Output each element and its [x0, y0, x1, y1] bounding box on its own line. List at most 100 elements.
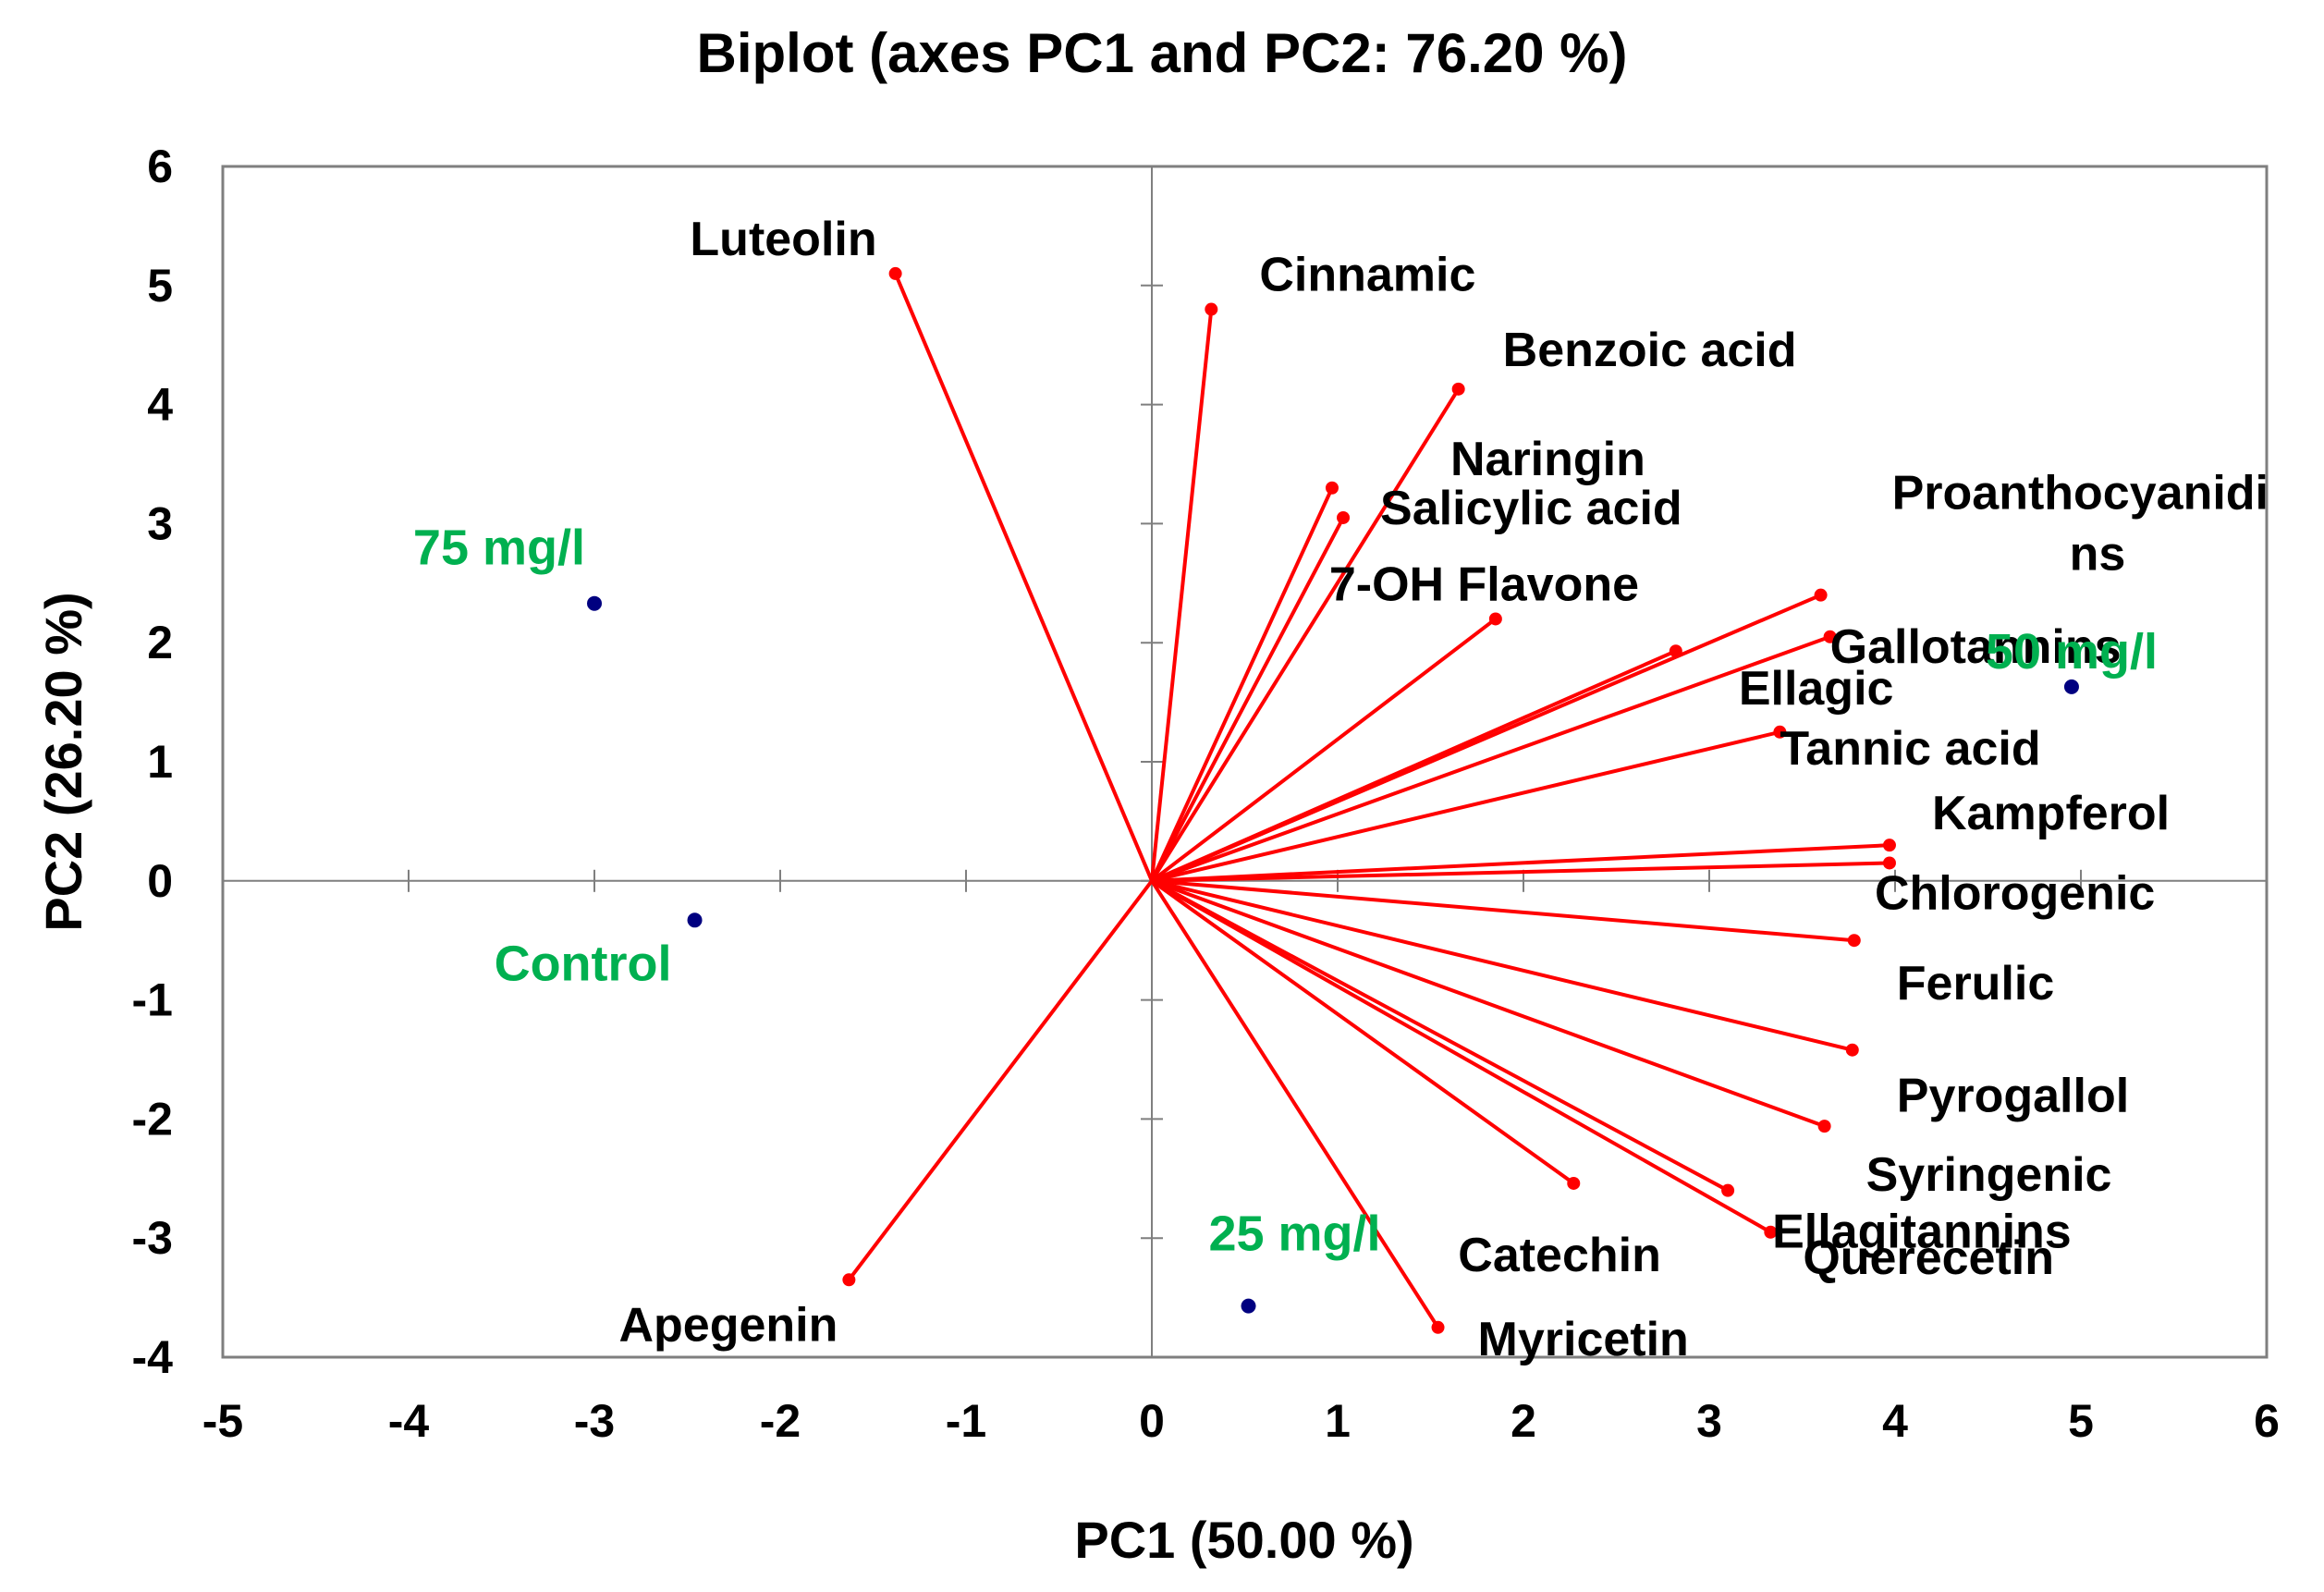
plot-area [221, 165, 2269, 1359]
y-tick-label: 4 [147, 379, 173, 431]
vector-ellagitannins [1151, 879, 1730, 1193]
x-tick-label: -3 [574, 1395, 615, 1447]
x-tick-label: -1 [946, 1395, 986, 1447]
point-labels: Luteolin Cinnamic Benzoic acid NaringinSali… [413, 213, 2269, 1366]
observation-label-control: Control [495, 936, 672, 991]
vector-tip-ferulic [1847, 934, 1861, 948]
vector-catechin [1150, 879, 1575, 1185]
observation-label-50-mg-l: 50 mg/l [1986, 624, 2158, 680]
vector-gallotannins [1151, 634, 1831, 883]
label-ellagic: Ellagic [1739, 662, 1894, 716]
x-tick-label: 3 [1696, 1395, 1722, 1447]
vector-tip-pyrogallol [1845, 1043, 1859, 1057]
x-tick-label: 2 [1511, 1395, 1536, 1447]
y-tick-label: 3 [147, 497, 173, 549]
x-tick-label: 4 [1882, 1395, 1908, 1447]
vector-tip-gallotannins [1823, 630, 1837, 643]
y-axis-ticks: -4 -3 -2 -1 0 1 2 3 4 5 6 [132, 141, 1163, 1383]
y-tick-label: -3 [132, 1212, 173, 1264]
label-pyrogallol: Pyrogallol [1897, 1070, 2129, 1123]
vector-naringin [1150, 486, 1334, 882]
label-kampferol: Kampferol [1932, 787, 2170, 840]
vector-7-oh-flavone [1150, 617, 1498, 883]
y-tick-label: 5 [147, 260, 173, 312]
label-querecetin: Querecetin [1803, 1231, 2054, 1285]
vector-tannic-acid [1151, 729, 1780, 883]
vector-kampferol [1151, 843, 1890, 883]
label-ferulic: Ferulic [1897, 957, 2055, 1010]
vector-tip-chlorogenic [1882, 856, 1896, 870]
label-salicylic-acid: Salicylic acid [1380, 482, 1682, 535]
variable-vectors [842, 266, 1896, 1334]
observation-points [587, 595, 2079, 1314]
label-tannic-acid: Tannic acid [1780, 722, 2040, 776]
vector-ellagic [1151, 649, 1677, 883]
vector-syringenic [1151, 878, 1826, 1129]
label-proanthocyanidins: Proanthocyanidi ns [1892, 467, 2269, 582]
vector-tip-proanthocyanidins [1814, 588, 1828, 602]
vector-tip-querecetin [1764, 1225, 1778, 1239]
observation-point-75-mg-l [587, 595, 602, 611]
vector-querecetin [1151, 879, 1772, 1234]
vector-pyrogallol [1151, 878, 1853, 1052]
vector-tip-ellagic [1669, 644, 1682, 658]
y-tick-label: 1 [147, 736, 173, 788]
x-tick-label: 0 [1139, 1395, 1165, 1447]
vector-tip-7-oh-flavone [1488, 612, 1502, 626]
chart-title: Biplot (axes PC1 and PC2: 76.20 %) [697, 22, 1628, 84]
vector-tip-ellagitannins [1721, 1183, 1735, 1197]
x-tick-label: 5 [2068, 1395, 2094, 1447]
y-axis-title: PC2 (26.20 %) [34, 592, 92, 931]
vector-tip-myricetin [1431, 1320, 1445, 1334]
x-tick-label: 6 [2254, 1395, 2280, 1447]
vector-tip-luteolin [888, 266, 902, 280]
label-apegenin: Apegenin [618, 1298, 838, 1352]
label-ellagitannins: Ellagitannins [1772, 1206, 2072, 1259]
y-tick-label: 6 [147, 141, 173, 192]
vector-apegenin [847, 879, 1154, 1281]
vector-chlorogenic [1151, 861, 1890, 883]
observation-label-25-mg-l: 25 mg/l [1208, 1206, 1380, 1262]
y-tick-label: -1 [132, 974, 173, 1026]
observation-label-75-mg-l: 75 mg/l [413, 520, 585, 576]
x-tick-label: -4 [388, 1395, 430, 1447]
x-tick-label: -2 [760, 1395, 801, 1447]
y-tick-label: 0 [147, 855, 173, 907]
label-benzoic-acid: Benzoic acid [1503, 324, 1797, 377]
label-proanthocyanidins-line: ns [2070, 528, 2126, 582]
label-catechin: Catechin [1458, 1229, 1661, 1282]
x-tick-label: 1 [1325, 1395, 1351, 1447]
vector-tip-kampferol [1882, 839, 1896, 852]
vector-tip-salicylic-acid [1337, 510, 1351, 524]
vector-tip-syringenic [1817, 1120, 1831, 1133]
y-tick-label: -4 [132, 1331, 174, 1383]
label-syringenic: Syringenic [1866, 1148, 2112, 1202]
vector-ferulic [1151, 878, 1854, 943]
x-tick-label: -5 [202, 1395, 243, 1447]
label-7-oh-flavone: 7-OH Flavone [1329, 557, 1639, 611]
label-myricetin: Myricetin [1478, 1313, 1689, 1366]
x-axis-ticks: -5 -4 -3 -2 -1 0 1 2 3 4 5 6 [202, 869, 2280, 1447]
label-chlorogenic: Chlorogenic [1875, 866, 2155, 920]
y-tick-label: -2 [132, 1093, 173, 1145]
vector-tip-benzoic-acid [1451, 382, 1465, 396]
vector-luteolin [893, 273, 1154, 882]
x-axis-title: PC1 (50.00 %) [1074, 1511, 1413, 1569]
observation-point-50-mg-l [2063, 679, 2079, 694]
y-tick-label: 2 [147, 617, 173, 668]
label-luteolin: Luteolin [690, 213, 876, 266]
vector-tip-tannic-acid [1773, 725, 1787, 739]
observation-point-control [687, 912, 703, 928]
vector-cinnamic [1150, 309, 1214, 882]
observation-point-25-mg-l [1241, 1298, 1256, 1314]
vector-tip-cinnamic [1205, 302, 1218, 316]
vector-benzoic-acid [1150, 387, 1461, 882]
label-naringin: Naringin [1450, 433, 1645, 486]
vector-myricetin [1150, 879, 1440, 1329]
label-proanthocyanidins-line: Proanthocyanidi [1892, 467, 2269, 520]
vector-salicylic-acid [1150, 517, 1345, 882]
vector-tip-naringin [1325, 481, 1339, 495]
label-cinnamic: Cinnamic [1259, 249, 1475, 302]
vector-tip-catechin [1567, 1176, 1581, 1190]
